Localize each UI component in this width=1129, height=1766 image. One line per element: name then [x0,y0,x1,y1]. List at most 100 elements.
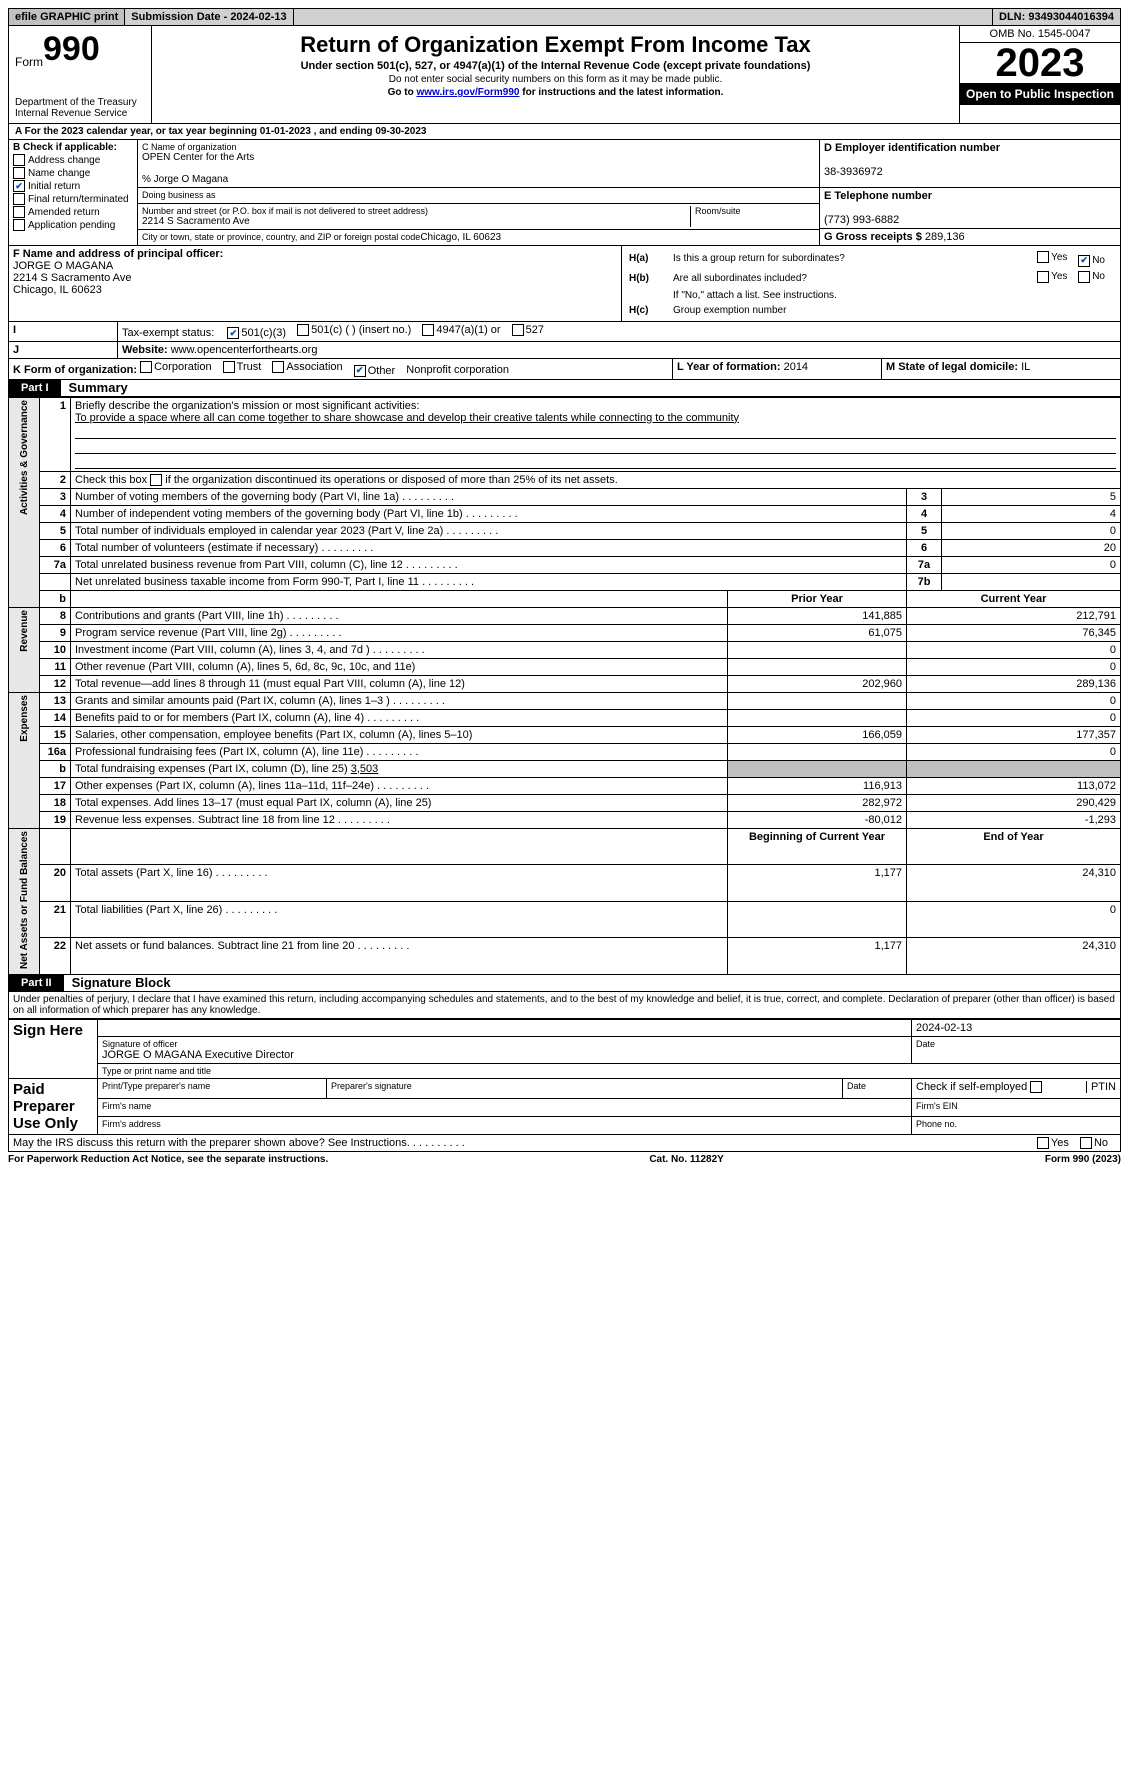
line6-val: 20 [942,539,1121,556]
org-name: OPEN Center for the Arts [142,152,254,163]
discuss-no-cb[interactable] [1080,1137,1092,1149]
label-trust: Trust [237,361,262,373]
checkbox-name-change[interactable] [13,167,25,179]
line16b-val: 3,503 [351,763,379,775]
dln-label: DLN: 93493044016394 [992,9,1120,25]
line9-prior: 61,075 [728,624,907,641]
current-year-hdr: Current Year [907,590,1121,607]
label-assoc: Association [286,361,342,373]
line18-desc: Total expenses. Add lines 13–17 (must eq… [75,797,431,809]
tab-netassets: Net Assets or Fund Balances [19,831,30,969]
checkbox-address-change[interactable] [13,154,25,166]
line11-desc: Other revenue (Part VIII, column (A), li… [75,661,415,673]
label-name-change: Name change [28,168,90,179]
cb-self-employed[interactable] [1030,1081,1042,1093]
care-of: % Jorge O Magana [142,174,228,185]
line1-label: Briefly describe the organization's miss… [75,400,419,412]
label-app-pending: Application pending [28,220,115,231]
line21-desc: Total liabilities (Part X, line 26) [75,904,277,916]
section-b-title: B Check if applicable: [13,142,117,153]
prep-sig-label: Preparer's signature [331,1081,838,1091]
line7a-desc: Total unrelated business revenue from Pa… [75,559,458,571]
firm-phone-label: Phone no. [916,1119,1116,1129]
checkbox-final-return[interactable] [13,193,25,205]
line22-desc: Net assets or fund balances. Subtract li… [75,940,409,952]
cb-501c[interactable] [297,324,309,336]
form-prefix: Form [15,55,43,69]
line13-prior [728,692,907,709]
dba-label: Doing business as [142,190,216,201]
line7a-box: 7a [907,556,942,573]
discuss-yes-cb[interactable] [1037,1137,1049,1149]
ha-yes-checkbox[interactable] [1037,251,1049,263]
line21-prior [728,901,907,938]
cb-527[interactable] [512,324,524,336]
website-value: www.opencenterforthearts.org [171,344,318,356]
line8-prior: 141,885 [728,607,907,624]
line20-desc: Total assets (Part X, line 16) [75,867,268,879]
ha-yes-label: Yes [1051,252,1067,263]
line4-val: 4 [942,505,1121,522]
line19-desc: Revenue less expenses. Subtract line 18 … [75,814,390,826]
open-inspection: Open to Public Inspection [960,83,1120,105]
begin-year-hdr: Beginning of Current Year [728,828,907,865]
line4-box: 4 [907,505,942,522]
label-amended: Amended return [28,207,100,218]
form-subtitle: Under section 501(c), 527, or 4947(a)(1)… [160,60,951,72]
dept-treasury: Department of the Treasury [15,97,145,108]
checkbox-app-pending[interactable] [13,219,25,231]
hb-yes-checkbox[interactable] [1037,271,1049,283]
summary-table: Activities & Governance 1 Briefly descri… [8,397,1121,975]
cb-corp[interactable] [140,361,152,373]
line7b-val [942,573,1121,590]
line11-prior [728,658,907,675]
line20-curr: 24,310 [907,865,1121,902]
ha-no-checkbox[interactable]: ✔ [1078,255,1090,267]
tab-governance: Activities & Governance [19,400,30,515]
part2-header: Part II Signature Block [8,975,1121,992]
officer-addr2: Chicago, IL 60623 [13,284,102,296]
line17-desc: Other expenses (Part IX, column (A), lin… [75,780,429,792]
line7a-val: 0 [942,556,1121,573]
label-4947: 4947(a)(1) or [436,324,500,336]
line16a-desc: Professional fundraising fees (Part IX, … [75,746,418,758]
sig-officer-label: Signature of officer [102,1039,907,1049]
cb-discontinued[interactable] [150,474,162,486]
form-org-label: K Form of organization: [13,364,137,376]
line2-suffix: if the organization discontinued its ope… [165,474,618,486]
hb-no-checkbox[interactable] [1078,271,1090,283]
line19-prior: -80,012 [728,811,907,828]
checkbox-initial-return[interactable]: ✔ [13,180,25,192]
line2-label: Check this box [75,474,147,486]
line14-prior [728,709,907,726]
room-label: Room/suite [695,206,815,216]
irs-link[interactable]: www.irs.gov/Form990 [416,87,519,98]
part1-title: Summary [69,380,128,395]
domicile: IL [1021,361,1030,373]
officer-label: F Name and address of principal officer: [13,248,223,260]
sig-date: 2024-02-13 [912,1019,1121,1036]
year-formation-label: L Year of formation: [677,361,781,373]
line6-box: 6 [907,539,942,556]
gross-value: 289,136 [925,231,965,243]
hb-no-label: No [1092,271,1105,282]
checkbox-amended[interactable] [13,206,25,218]
goto-prefix: Go to [388,87,417,98]
label-address-change: Address change [28,155,100,166]
cb-501c3[interactable]: ✔ [227,327,239,339]
line19-curr: -1,293 [907,811,1121,828]
line5-val: 0 [942,522,1121,539]
tax-status-label: Tax-exempt status: [122,327,214,339]
tab-expenses: Expenses [19,695,30,742]
cb-other[interactable]: ✔ [354,365,366,377]
label-527: 527 [526,324,544,336]
line3-val: 5 [942,488,1121,505]
line10-desc: Investment income (Part VIII, column (A)… [75,644,425,656]
line8-curr: 212,791 [907,607,1121,624]
cb-assoc[interactable] [272,361,284,373]
cb-trust[interactable] [223,361,235,373]
cb-4947[interactable] [422,324,434,336]
hb-note: If "No," attach a list. See instructions… [672,289,1114,302]
irs-label: Internal Revenue Service [15,108,145,119]
year-formation: 2014 [784,361,808,373]
